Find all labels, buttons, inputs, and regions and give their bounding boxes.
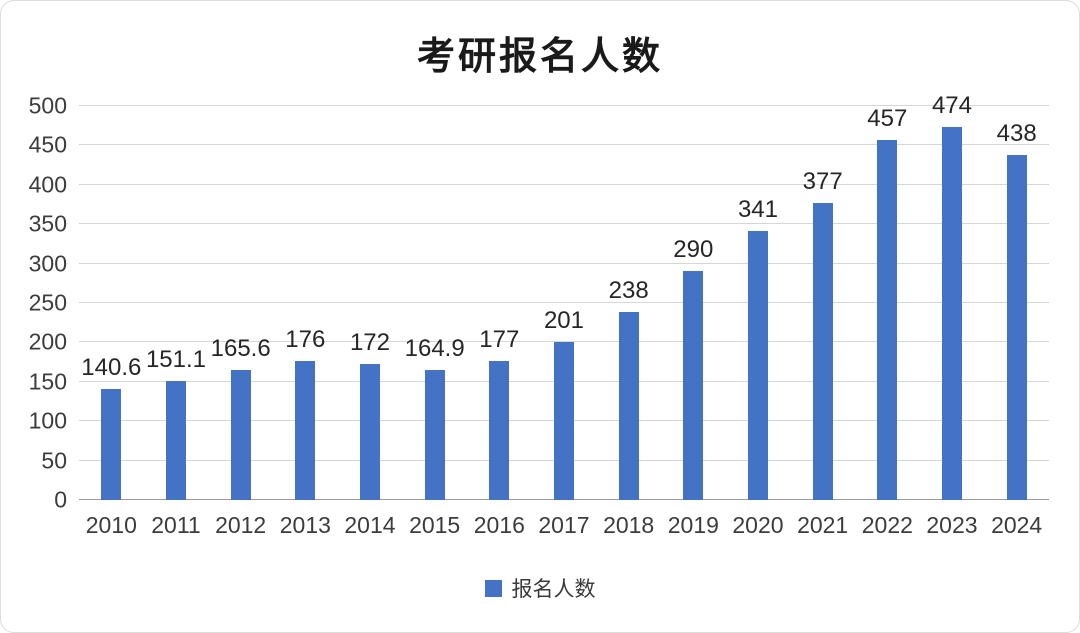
bar-2024: [1006, 154, 1027, 500]
bar-column-2020: 341: [726, 106, 791, 500]
bar-column-2013: 176: [273, 106, 338, 500]
legend-label: 报名人数: [511, 578, 596, 601]
legend: 报名人数: [1, 573, 1079, 603]
bar-value-label-2011: 151.1: [145, 345, 207, 373]
bar-value-label-2020: 341: [737, 196, 779, 224]
bar-column-2024: 438: [984, 106, 1049, 500]
y-tick-label-350: 350: [28, 210, 67, 237]
y-tick-label-50: 50: [41, 447, 67, 474]
gridline-350: [79, 223, 1049, 225]
bar-column-2016: 177: [467, 106, 532, 500]
x-tick-label-2023: 2023: [926, 512, 978, 538]
bar-value-label-2013: 176: [285, 326, 326, 354]
x-tick-label-2020: 2020: [732, 512, 784, 538]
gridline-250: [79, 302, 1049, 303]
bar-column-2018: 238: [596, 106, 661, 500]
bar-column-2022: 457: [855, 106, 920, 500]
bar-2023: [941, 126, 962, 500]
gridline-400: [79, 183, 1049, 185]
bar-value-label-2017: 201: [543, 306, 585, 334]
x-tick-label-2016: 2016: [473, 512, 525, 538]
chart-title: 考研报名人数: [416, 36, 663, 78]
bar-value-label-2015: 164.9: [404, 335, 465, 363]
y-tick-label-400: 400: [28, 171, 67, 198]
bar-value-label-2019: 290: [673, 236, 714, 264]
bar-column-2023: 474: [920, 93, 985, 500]
x-tick-label-2021: 2021: [797, 512, 849, 538]
bar-2012: [230, 369, 251, 500]
bar-2013: [295, 361, 316, 500]
y-tick-label-250: 250: [28, 289, 67, 316]
x-tick-label-2015: 2015: [409, 512, 461, 538]
x-tick-label-2017: 2017: [538, 512, 590, 538]
bar-2011: [165, 380, 186, 500]
x-tick-label-2011: 2011: [151, 512, 201, 538]
x-tick-label-2013: 2013: [279, 512, 331, 538]
bar-2016: [489, 360, 510, 500]
bar-2014: [359, 364, 380, 500]
y-tick-label-0: 0: [54, 486, 67, 513]
x-tick-label-2022: 2022: [861, 512, 913, 538]
bar-2019: [683, 271, 704, 500]
plot-area: 140.6 151.1 165.6 176 172 164.9 177 201 238 290 34…: [79, 93, 1049, 500]
bar-2017: [553, 341, 574, 500]
gridline-500: [79, 105, 1049, 106]
bar-column-2017: 201: [532, 106, 597, 500]
y-tick-label-300: 300: [28, 250, 67, 277]
y-tick-label-500: 500: [28, 92, 67, 119]
bar-2015: [424, 370, 445, 500]
bar-2020: [747, 231, 768, 500]
x-tick-label-2018: 2018: [603, 512, 655, 538]
bar-column-2015: 164.9: [402, 106, 467, 500]
x-tick-label-2012: 2012: [215, 512, 267, 538]
bar-value-label-2012: 165.6: [210, 334, 271, 362]
x-tick-label-2010: 2010: [85, 512, 137, 538]
y-tick-label-100: 100: [28, 407, 67, 434]
y-tick-label-450: 450: [28, 131, 67, 158]
bar-2022: [877, 139, 898, 500]
bar-value-label-2022: 457: [867, 104, 908, 132]
bar-column-2011: 151.1: [144, 106, 209, 500]
y-axis: 0 50 100 150 200 250 300 350 400 450 500: [1, 94, 71, 511]
bar-value-label-2014: 172: [349, 329, 391, 357]
bar-column-2010: 140.6: [79, 106, 144, 500]
x-axis: 2010 2011 2012 2013 2014 2015 2016 2017 2018 2019…: [79, 512, 1049, 542]
x-tick-label-2019: 2019: [667, 512, 719, 538]
bar-column-2019: 290: [661, 106, 726, 500]
y-tick-label-150: 150: [28, 368, 67, 395]
bar-value-label-2018: 238: [608, 277, 649, 305]
bar-value-label-2024: 438: [996, 119, 1037, 147]
bar-column-2012: 165.6: [208, 106, 273, 500]
bar-column-2021: 377: [790, 106, 855, 500]
bar-value-label-2010: 140.6: [81, 354, 142, 382]
bar-value-label-2016: 177: [479, 325, 520, 353]
bar-column-2014: 172: [338, 106, 403, 500]
bar-2018: [618, 312, 639, 500]
bar-value-label-2021: 377: [802, 167, 843, 195]
bar-2021: [812, 202, 833, 500]
gridline-450: [79, 144, 1049, 146]
y-tick-label-200: 200: [28, 328, 67, 355]
bar-value-label-2023: 474: [931, 91, 973, 119]
legend-swatch-icon: [484, 579, 502, 597]
x-tick-label-2014: 2014: [344, 512, 396, 538]
x-tick-label-2024: 2024: [991, 512, 1043, 538]
bar-2010: [101, 389, 122, 500]
gridline-300: [79, 262, 1049, 264]
